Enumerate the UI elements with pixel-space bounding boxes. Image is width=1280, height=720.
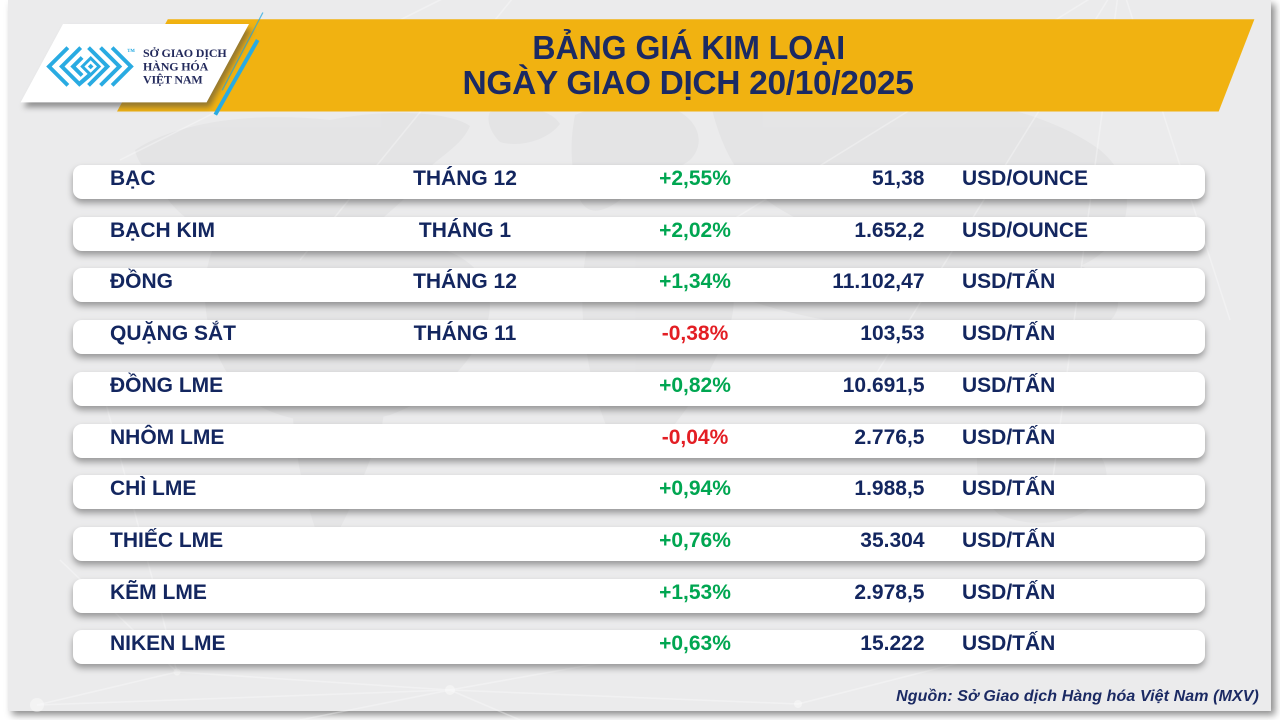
svg-text:SỞ GIAO DỊCH: SỞ GIAO DỊCH: [143, 46, 227, 60]
svg-text:HÀNG HÓA: HÀNG HÓA: [143, 59, 209, 73]
svg-text:VIỆT NAM: VIỆT NAM: [143, 73, 203, 87]
svg-text:™: ™: [127, 47, 135, 56]
